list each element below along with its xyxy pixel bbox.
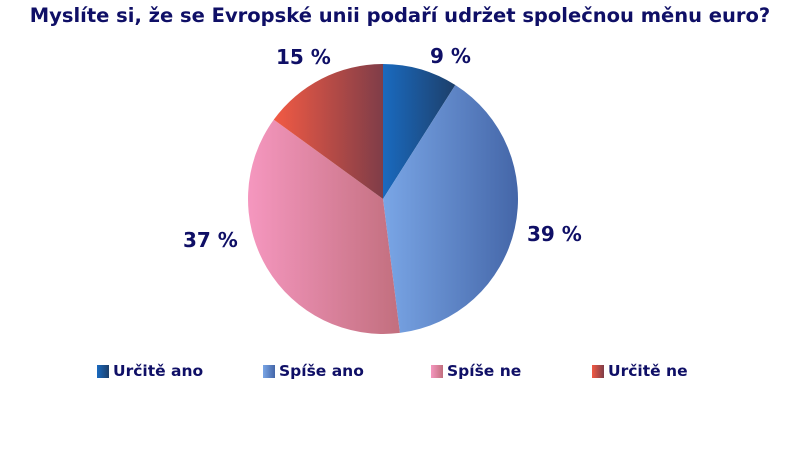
legend-item-spise-ne: Spíše ne (431, 362, 521, 380)
data-label-urcite-ne: 15 % (276, 45, 331, 69)
pie-slice-spíše-ne (248, 119, 400, 335)
data-label-spise-ne: 37 % (183, 228, 238, 252)
legend-label: Spíše ne (447, 362, 522, 380)
chart-legend: Určitě ano Spíše ano Spíše ne Určitě ne (0, 362, 800, 382)
legend-label: Spíše ano (279, 362, 364, 380)
legend-item-urcite-ne: Určitě ne (592, 362, 688, 380)
legend-label: Určitě ne (608, 362, 688, 380)
pie-slice-určitě-ne (273, 64, 383, 199)
legend-label: Určitě ano (113, 362, 204, 380)
legend-swatch-icon (431, 364, 443, 378)
pie-slice-určitě-ano (383, 64, 456, 199)
data-label-spise-ano: 39 % (527, 222, 582, 246)
data-label-urcite-ano: 9 % (430, 44, 471, 68)
legend-swatch-icon (592, 364, 604, 378)
legend-swatch-icon (263, 364, 275, 378)
pie-slice-spíše-ano (383, 85, 518, 333)
chart-title: Myslíte si, že se Evropské unii podaří u… (29, 4, 771, 27)
legend-item-spise-ano: Spíše ano (263, 362, 364, 380)
legend-swatch-icon (97, 364, 109, 378)
legend-item-urcite-ano: Určitě ano (97, 362, 203, 380)
